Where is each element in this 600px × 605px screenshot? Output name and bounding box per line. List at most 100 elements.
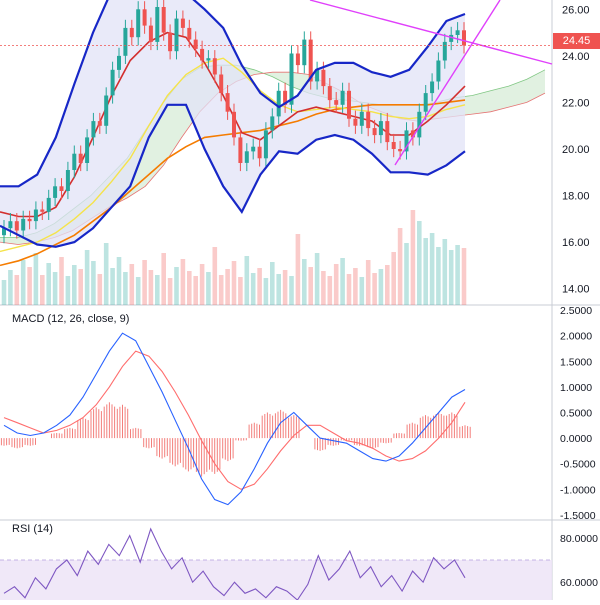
candle-body [295, 53, 300, 66]
macd-tick-label: 2.5000 [560, 305, 592, 317]
volume-bar [250, 273, 256, 305]
candle-body [276, 90, 281, 117]
volume-bar [78, 269, 83, 305]
volume-bar [359, 277, 365, 305]
candle-body [353, 118, 358, 126]
candle-body [148, 25, 153, 42]
candle-body [46, 197, 51, 212]
candle-body [187, 27, 192, 40]
candle-body [430, 81, 435, 94]
macd-tick-label: 0.5000 [560, 408, 592, 420]
volume-bar [8, 270, 13, 305]
price-tick-label: 16.00 [562, 237, 590, 249]
candle-body [174, 18, 179, 52]
volume-bar [333, 264, 339, 305]
price-tick-label: 14.00 [562, 284, 590, 296]
bollinger-lower-line [0, 103, 466, 248]
ascending-trendline [394, 0, 501, 166]
volume-bar [97, 274, 103, 305]
volume-bar [180, 259, 186, 305]
candle-body [72, 153, 77, 170]
candle-body [14, 221, 19, 231]
candle-body [27, 218, 32, 222]
candle-body [2, 228, 6, 236]
candle-body [442, 41, 447, 61]
volume-bar [436, 247, 441, 305]
volume-bar [103, 243, 109, 305]
volume-bar [423, 238, 428, 305]
volume-bar [321, 271, 326, 305]
macd-signal-line [3, 350, 466, 490]
candle-body [410, 130, 415, 138]
volume-bar [116, 257, 122, 305]
volume-bar [429, 233, 435, 305]
volume-bar [187, 271, 192, 305]
candle-body [404, 130, 409, 152]
volume-bar [455, 245, 460, 305]
macd-line [3, 332, 466, 506]
volume-bar [295, 234, 301, 305]
volume-bar [206, 272, 211, 305]
price-tick-label: 26.00 [562, 4, 590, 16]
price-tick-label: 18.00 [562, 191, 590, 203]
volume-bar [327, 276, 333, 305]
volume-bar [142, 260, 147, 305]
volume-bar [346, 274, 352, 305]
candle-body [359, 111, 364, 126]
volume-bar [378, 269, 384, 305]
candle-body [40, 209, 45, 212]
volume-bar [314, 253, 320, 305]
volume-bar [14, 275, 20, 305]
candle-body [161, 7, 166, 33]
macd-tick-label: -0.5000 [560, 459, 596, 471]
rsi-tick-label: 80.0000 [560, 533, 598, 545]
candle-body [398, 149, 403, 152]
candle-body [289, 53, 294, 105]
volume-bar [123, 272, 128, 305]
descending-trendline [309, 0, 553, 65]
volume-bar [167, 278, 173, 305]
volume-bar [193, 276, 198, 305]
candle-body [219, 74, 224, 94]
candle-body [117, 55, 121, 70]
volume-bar [461, 248, 467, 305]
volume-bar [302, 259, 307, 305]
volume-bar [135, 277, 141, 305]
rsi-tick-label: 60.0000 [560, 577, 598, 589]
macd-tick-label: -1.0000 [560, 484, 596, 496]
macd-pane-label: MACD (12, 26, close, 9) [12, 313, 130, 325]
macd-tick-label: -1.5000 [560, 510, 596, 522]
volume-bar [365, 260, 371, 305]
candle-body [263, 130, 268, 159]
candle-body [193, 39, 198, 49]
candle-body [462, 30, 466, 46]
volume-bar [20, 260, 26, 305]
volume-bar [257, 268, 262, 305]
volume-bar [276, 274, 281, 305]
macd-tick-label: 1.5000 [560, 356, 592, 368]
volume-bar [289, 276, 294, 305]
candle-body [142, 9, 147, 26]
candle-body [91, 121, 96, 138]
candle-body [417, 111, 422, 138]
candle-body [129, 27, 134, 38]
candle-body [455, 30, 460, 35]
candle-body [59, 186, 64, 191]
rsi-pane-label: RSI (14) [12, 523, 53, 535]
price-tick-label: 22.00 [562, 97, 590, 109]
candle-body [283, 90, 288, 105]
volume-bar [129, 264, 135, 305]
candle-body [238, 137, 243, 163]
volume-bar [397, 228, 403, 305]
candle-body [206, 58, 211, 61]
candle-body [212, 58, 217, 75]
volume-bar [231, 261, 237, 305]
volume-bar [385, 265, 390, 305]
candle-body [449, 34, 454, 42]
volume-bar [27, 267, 32, 305]
candle-body [110, 69, 115, 96]
volume-bar [417, 221, 422, 305]
candle-body [225, 93, 230, 112]
macd-tick-label: 0.0000 [560, 433, 592, 445]
